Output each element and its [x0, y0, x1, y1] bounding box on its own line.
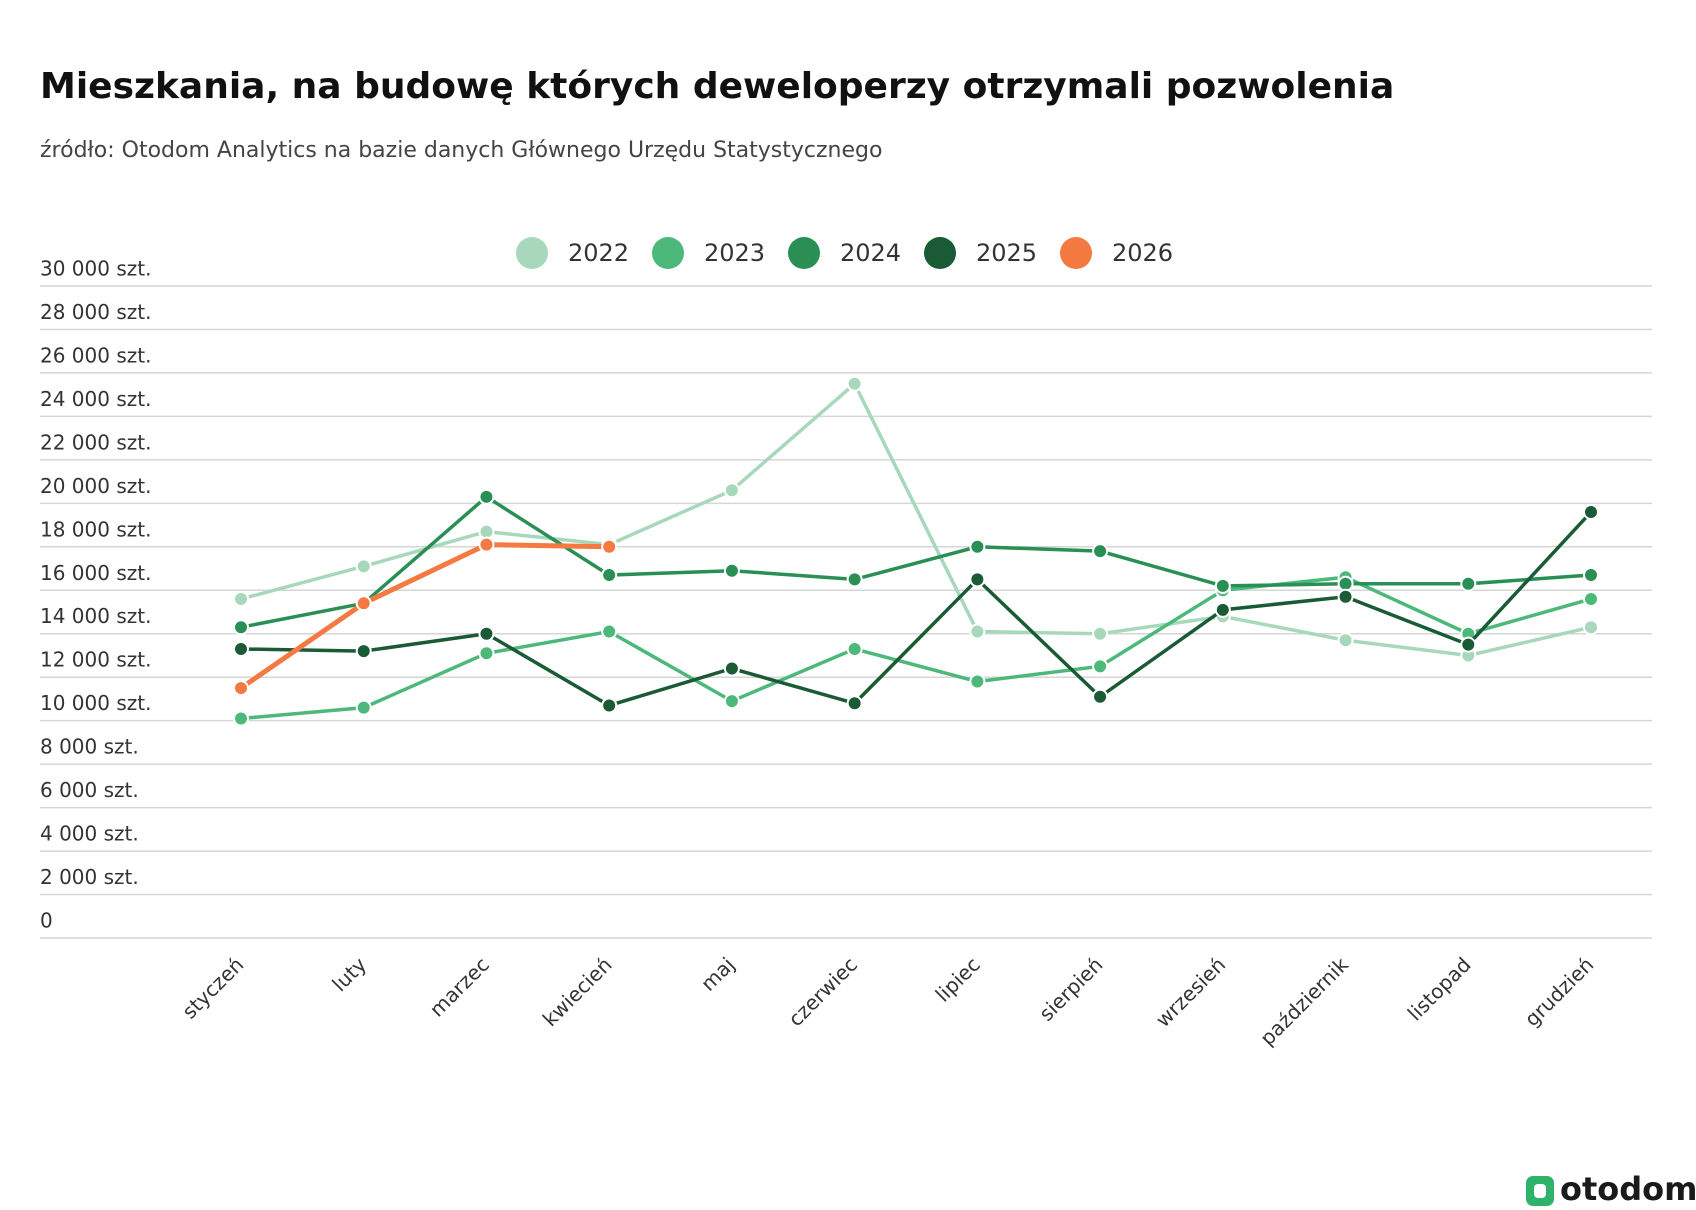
data-point — [846, 640, 863, 657]
y-tick-label: 24 000 szt. — [40, 387, 151, 411]
data-point — [601, 623, 618, 640]
data-point — [1092, 543, 1109, 560]
x-tick-label: październik — [1255, 952, 1353, 1050]
x-tick-label: kwiecień — [538, 952, 617, 1031]
x-tick-label: luty — [327, 952, 371, 996]
data-point — [1214, 601, 1231, 618]
data-point — [1460, 575, 1477, 592]
y-tick-label: 26 000 szt. — [40, 343, 151, 367]
data-point — [478, 645, 495, 662]
y-tick-label: 18 000 szt. — [40, 517, 151, 541]
series-line — [239, 542, 610, 691]
series-line — [240, 380, 1592, 658]
series — [233, 375, 1599, 664]
x-tick-label: styczeń — [177, 952, 248, 1023]
data-point — [233, 590, 249, 607]
data-point — [846, 571, 863, 588]
data-point — [723, 693, 740, 710]
data-point — [723, 562, 740, 579]
data-point — [478, 488, 495, 505]
legend-label: 2022 — [568, 239, 629, 267]
data-point — [1214, 577, 1231, 594]
series — [233, 504, 1599, 714]
x-tick-label: czerwiec — [783, 952, 862, 1031]
x-tick-label: wrzesień — [1151, 952, 1230, 1031]
data-point — [478, 536, 495, 553]
legend-label: 2025 — [976, 239, 1037, 267]
data-point — [1337, 575, 1354, 592]
series — [233, 536, 618, 697]
legend-label: 2024 — [840, 239, 901, 267]
chart-title: Mieszkania, na budowę których deweloperz… — [40, 66, 1394, 107]
y-tick-label: 8 000 szt. — [40, 735, 139, 759]
y-tick-label: 14 000 szt. — [40, 604, 151, 628]
y-tick-label: 10 000 szt. — [40, 691, 151, 715]
data-point — [355, 699, 372, 716]
y-tick-label: 22 000 szt. — [40, 430, 151, 454]
data-point — [1583, 567, 1599, 584]
legend-marker — [788, 237, 820, 269]
data-point — [969, 673, 986, 690]
y-tick-label: 12 000 szt. — [40, 648, 151, 672]
series-line — [240, 494, 1592, 629]
data-point — [1337, 632, 1354, 649]
data-point — [1092, 625, 1109, 642]
logo-icon-hole — [1534, 1184, 1546, 1198]
chart-subtitle: źródło: Otodom Analytics na bazie danych… — [40, 138, 882, 163]
data-point — [969, 538, 986, 555]
series-line — [240, 510, 1593, 708]
y-tick-label: 0 — [40, 909, 53, 933]
y-tick-label: 6 000 szt. — [40, 778, 139, 802]
logo-text: otodom — [1560, 1170, 1696, 1208]
data-point — [233, 640, 249, 657]
data-point — [1583, 619, 1599, 636]
data-point — [1092, 688, 1109, 705]
data-point — [723, 660, 740, 677]
y-tick-label: 16 000 szt. — [40, 561, 151, 585]
y-tick-label: 28 000 szt. — [40, 300, 151, 324]
data-point — [233, 710, 249, 727]
data-point — [846, 375, 863, 392]
y-tick-label: 2 000 szt. — [40, 865, 139, 889]
data-point — [969, 571, 986, 588]
x-tick-label: sierpień — [1034, 952, 1107, 1025]
data-point — [233, 680, 249, 697]
data-point — [723, 482, 740, 499]
y-tick-label: 4 000 szt. — [40, 822, 139, 846]
series-line — [240, 575, 1592, 721]
data-point — [1460, 636, 1477, 653]
x-tick-label: grudzień — [1520, 952, 1599, 1031]
x-tick-label: lipiec — [931, 952, 985, 1006]
data-point — [601, 697, 618, 714]
data-point — [478, 625, 495, 642]
legend-label: 2026 — [1112, 239, 1173, 267]
x-tick-label: marzec — [425, 952, 494, 1021]
data-point — [846, 695, 863, 712]
series — [233, 569, 1599, 727]
data-point — [478, 523, 495, 540]
x-tick-label: maj — [696, 952, 739, 995]
legend-marker — [1060, 237, 1092, 269]
data-point — [1583, 504, 1599, 521]
data-point — [233, 619, 249, 636]
x-tick-label: listopad — [1403, 952, 1476, 1025]
data-point — [601, 538, 618, 555]
y-tick-label: 30 000 szt. — [40, 257, 151, 281]
data-point — [355, 595, 372, 612]
legend-marker — [516, 237, 548, 269]
y-tick-label: 20 000 szt. — [40, 474, 151, 498]
data-point — [969, 623, 986, 640]
data-point — [1337, 588, 1354, 605]
legend-label: 2023 — [704, 239, 765, 267]
data-point — [601, 567, 618, 584]
data-point — [1092, 658, 1109, 675]
legend-marker — [924, 237, 956, 269]
data-point — [355, 558, 372, 575]
data-point — [1583, 590, 1599, 607]
data-point — [355, 643, 372, 660]
legend-marker — [652, 237, 684, 269]
